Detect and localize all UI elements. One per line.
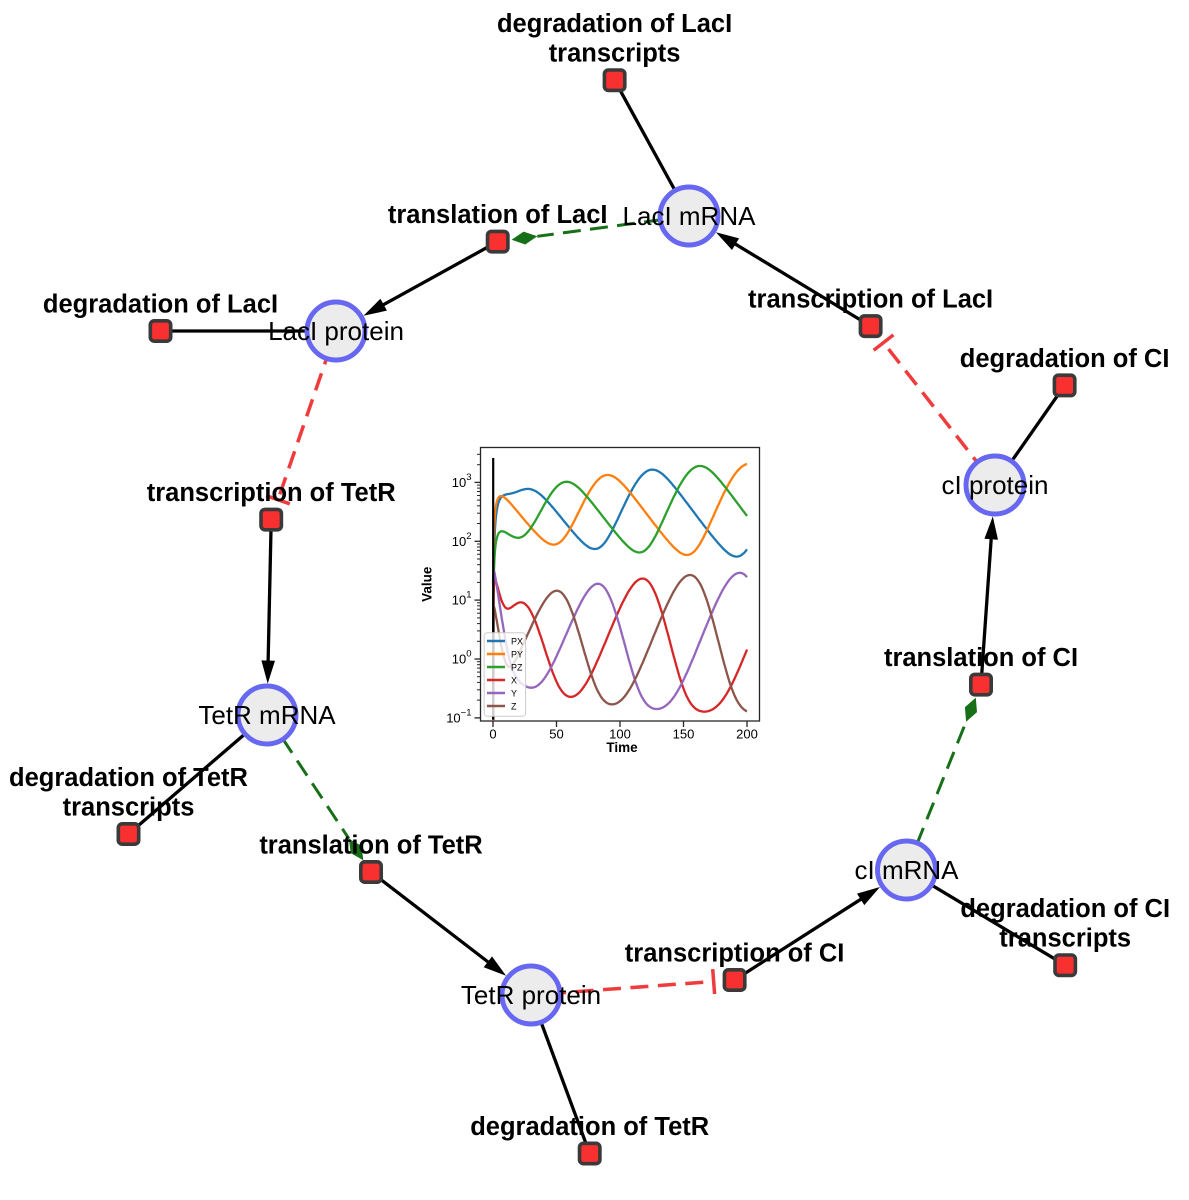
svg-text:Y: Y bbox=[511, 689, 517, 699]
svg-text:100: 100 bbox=[609, 727, 631, 742]
svg-text:transcription of CI: transcription of CI bbox=[625, 940, 845, 968]
svg-text:transcripts: transcripts bbox=[549, 40, 681, 68]
svg-text:LacI protein: LacI protein bbox=[268, 316, 404, 346]
svg-text:200: 200 bbox=[736, 727, 758, 742]
svg-text:TetR protein: TetR protein bbox=[461, 980, 601, 1010]
svg-text:transcription of LacI: transcription of LacI bbox=[748, 286, 993, 314]
svg-text:101: 101 bbox=[452, 590, 472, 608]
svg-text:degradation of LacI: degradation of LacI bbox=[43, 291, 278, 319]
svg-text:degradation of CI: degradation of CI bbox=[960, 895, 1170, 923]
svg-text:100: 100 bbox=[452, 649, 472, 667]
svg-text:degradation of LacI: degradation of LacI bbox=[497, 10, 732, 38]
svg-text:translation of TetR: translation of TetR bbox=[259, 832, 482, 860]
svg-text:50: 50 bbox=[549, 727, 563, 742]
svg-text:transcripts: transcripts bbox=[63, 794, 195, 822]
svg-text:0: 0 bbox=[489, 727, 496, 742]
svg-text:degradation of TetR: degradation of TetR bbox=[9, 764, 248, 792]
svg-text:103: 103 bbox=[452, 472, 472, 490]
svg-text:Z: Z bbox=[511, 702, 517, 712]
svg-text:cI mRNA: cI mRNA bbox=[855, 855, 960, 885]
svg-text:10−1: 10−1 bbox=[446, 707, 471, 725]
svg-text:TetR mRNA: TetR mRNA bbox=[198, 700, 336, 730]
svg-text:translation of CI: translation of CI bbox=[884, 644, 1078, 672]
svg-text:PX: PX bbox=[511, 637, 523, 647]
svg-text:PZ: PZ bbox=[511, 663, 523, 673]
svg-text:translation of LacI: translation of LacI bbox=[388, 201, 608, 229]
svg-text:transcription of TetR: transcription of TetR bbox=[147, 479, 396, 507]
svg-text:LacI mRNA: LacI mRNA bbox=[623, 201, 757, 231]
svg-text:102: 102 bbox=[452, 531, 472, 549]
svg-text:degradation of CI: degradation of CI bbox=[960, 345, 1170, 373]
svg-text:PY: PY bbox=[511, 650, 523, 660]
svg-text:X: X bbox=[511, 676, 517, 686]
svg-text:cI protein: cI protein bbox=[942, 470, 1049, 500]
svg-text:Time: Time bbox=[606, 740, 638, 755]
svg-text:degradation of TetR: degradation of TetR bbox=[470, 1113, 709, 1141]
svg-text:150: 150 bbox=[673, 727, 695, 742]
svg-text:transcripts: transcripts bbox=[999, 925, 1131, 953]
svg-text:Value: Value bbox=[420, 566, 435, 602]
